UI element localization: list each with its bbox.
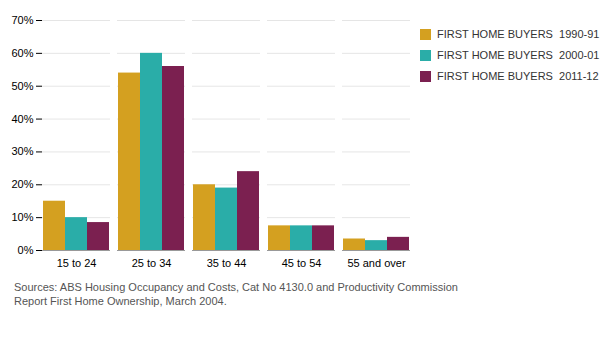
svg-text:20%: 20% (11, 178, 33, 190)
svg-text:40%: 40% (11, 113, 33, 125)
svg-text:50%: 50% (11, 80, 33, 92)
html-text:Report First Home Ownership, M: Report First Home Ownership, March 2004. (14, 295, 227, 307)
svg-text:45 to 54: 45 to 54 (282, 257, 322, 269)
svg-text:25 to 34: 25 to 34 (132, 257, 172, 269)
svg-text:15 to 24: 15 to 24 (57, 257, 97, 269)
svg-text:35 to 44: 35 to 44 (207, 257, 247, 269)
html-text:Sources: ABS Housing Occupancy: Sources: ABS Housing Occupancy and Costs… (14, 281, 458, 293)
svg-text:10%: 10% (11, 211, 33, 223)
html-text:FIRST HOME BUYERS 1990-91: FIRST HOME BUYERS 1990-91 (437, 28, 600, 40)
html-text:FIRST HOME BUYERS 2000-01: FIRST HOME BUYERS 2000-01 (437, 49, 600, 61)
svg-text:60%: 60% (11, 47, 33, 59)
svg-text:70%: 70% (11, 14, 33, 26)
svg-text:30%: 30% (11, 145, 33, 157)
html-text:FIRST HOME BUYERS 2011-12: FIRST HOME BUYERS 2011-12 (437, 70, 599, 82)
svg-text:0%: 0% (18, 244, 34, 256)
svg-text:55 and over: 55 and over (347, 257, 405, 269)
